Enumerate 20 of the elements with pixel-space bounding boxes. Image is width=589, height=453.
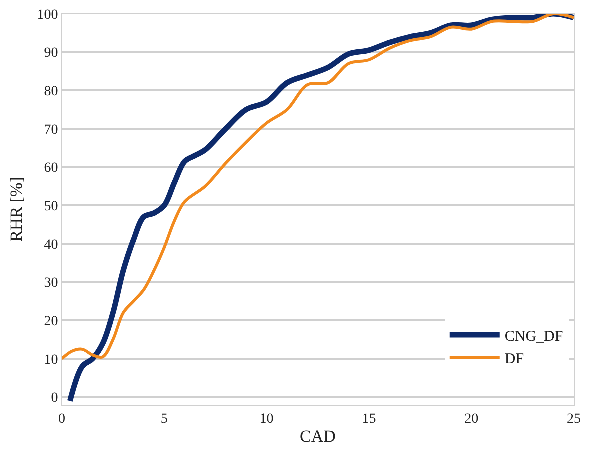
y-tick-label: 100 <box>37 8 58 23</box>
x-axis-title: CAD <box>300 427 336 446</box>
y-tick-label: 40 <box>44 238 58 253</box>
y-tick-label: 50 <box>44 200 58 215</box>
y-tick-label: 10 <box>44 352 58 368</box>
x-tick-label: 10 <box>260 412 274 427</box>
y-axis-title: RHR [%] <box>6 177 26 242</box>
y-tick-label: 70 <box>44 122 58 138</box>
y-tick-label: 90 <box>44 46 58 62</box>
x-tick-label: 20 <box>464 412 479 427</box>
x-tick-label: 5 <box>160 412 168 427</box>
x-tick-label: 15 <box>362 412 376 427</box>
y-tick-label: 80 <box>44 84 58 100</box>
x-tick-label: 25 <box>567 412 581 427</box>
legend-label: CNG_DF <box>504 328 564 345</box>
y-tick-label: 20 <box>44 314 58 330</box>
legend-label: DF <box>504 351 524 368</box>
y-tick-label: 30 <box>44 276 58 292</box>
y-tick-label: 60 <box>44 161 58 176</box>
y-tick-label: 0 <box>51 391 58 406</box>
